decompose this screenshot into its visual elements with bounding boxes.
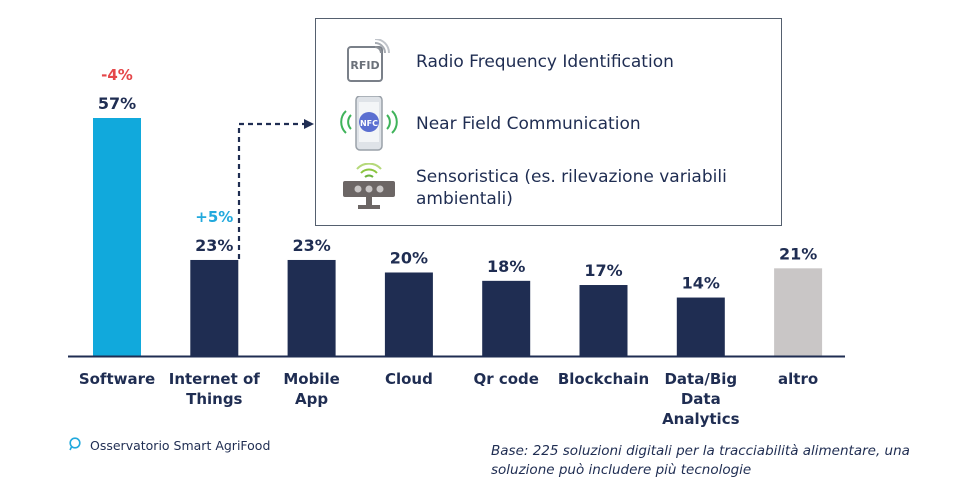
change-label-internet-of-things: +5% <box>195 208 233 226</box>
rfid-tag-icon: RFID <box>340 39 398 85</box>
bar-blockchain <box>579 285 628 356</box>
legend-label-sensors: Sensoristica (es. rilevazione variabili … <box>416 167 727 209</box>
bar-data-big-data-analytics <box>676 297 725 356</box>
value-label-internet-of-things: 23% <box>195 236 233 255</box>
bar-cloud <box>384 272 433 356</box>
arrow-head <box>304 119 314 129</box>
source-credit: Osservatorio Smart AgriFood <box>68 437 270 454</box>
source-label: Osservatorio Smart AgriFood <box>90 438 271 453</box>
svg-text:RFID: RFID <box>350 59 379 72</box>
category-label-data-big-data-analytics: Data/Big Data Analytics <box>662 370 740 428</box>
sensor-icon <box>340 163 398 211</box>
observatory-logo-icon <box>68 437 82 454</box>
value-label-blockchain: 17% <box>584 261 622 280</box>
category-label-mobile-app: Mobile App <box>283 370 339 408</box>
bar-mobile-app <box>287 259 336 356</box>
value-label-software: 57% <box>98 94 136 113</box>
nfc-phone-icon: NFC <box>340 96 398 151</box>
category-label-altro: altro <box>778 370 818 388</box>
value-label-data-big-data-analytics: 14% <box>682 274 720 293</box>
category-label-software: Software <box>79 370 155 388</box>
legend-label-rfid: Radio Frequency Identification <box>416 52 674 72</box>
change-label-software: -4% <box>101 66 133 84</box>
category-label-cloud: Cloud <box>385 370 433 388</box>
iot-connector-arrow <box>237 122 305 259</box>
legend-label-nfc: Near Field Communication <box>416 114 641 134</box>
bar-qr-code <box>482 280 531 356</box>
bar-software <box>93 118 141 356</box>
bar-altro <box>774 268 823 356</box>
category-label-blockchain: Blockchain <box>558 370 649 388</box>
svg-text:NFC: NFC <box>360 119 378 128</box>
value-label-cloud: 20% <box>390 248 428 267</box>
legend-item-nfc: NFC Near Field Communication <box>340 96 766 151</box>
value-label-altro: 21% <box>779 244 817 263</box>
legend-item-sensors: Sensoristica (es. rilevazione variabili … <box>340 163 766 211</box>
technology-legend-box: RFID Radio Frequency Identification NFC … <box>315 18 782 226</box>
legend-item-rfid: RFID Radio Frequency Identification <box>340 39 766 85</box>
value-label-qr-code: 18% <box>487 257 525 276</box>
base-note: Base: 225 soluzioni digitali per la trac… <box>491 443 910 478</box>
bar-internet-of-things <box>190 259 239 356</box>
category-label-internet-of-things: Internet of Things <box>169 370 261 408</box>
value-label-mobile-app: 23% <box>292 236 330 255</box>
category-label-qr-code: Qr code <box>473 370 538 388</box>
